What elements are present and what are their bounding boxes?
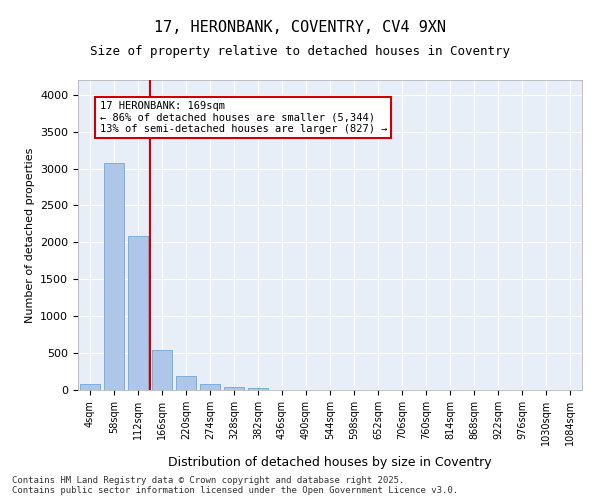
Text: 17 HERONBANK: 169sqm
← 86% of detached houses are smaller (5,344)
13% of semi-de: 17 HERONBANK: 169sqm ← 86% of detached h…	[100, 100, 387, 134]
Text: Contains HM Land Registry data © Crown copyright and database right 2025.
Contai: Contains HM Land Registry data © Crown c…	[12, 476, 458, 495]
Bar	[176, 376, 196, 390]
X-axis label: Distribution of detached houses by size in Coventry: Distribution of detached houses by size …	[168, 456, 492, 469]
Bar	[224, 386, 244, 390]
Bar	[104, 162, 124, 390]
Bar	[248, 388, 268, 390]
Bar	[152, 350, 172, 390]
Text: Size of property relative to detached houses in Coventry: Size of property relative to detached ho…	[90, 45, 510, 58]
Bar	[80, 384, 100, 390]
Bar	[128, 236, 148, 390]
Y-axis label: Number of detached properties: Number of detached properties	[25, 148, 35, 322]
Text: 17, HERONBANK, COVENTRY, CV4 9XN: 17, HERONBANK, COVENTRY, CV4 9XN	[154, 20, 446, 35]
Bar	[200, 384, 220, 390]
